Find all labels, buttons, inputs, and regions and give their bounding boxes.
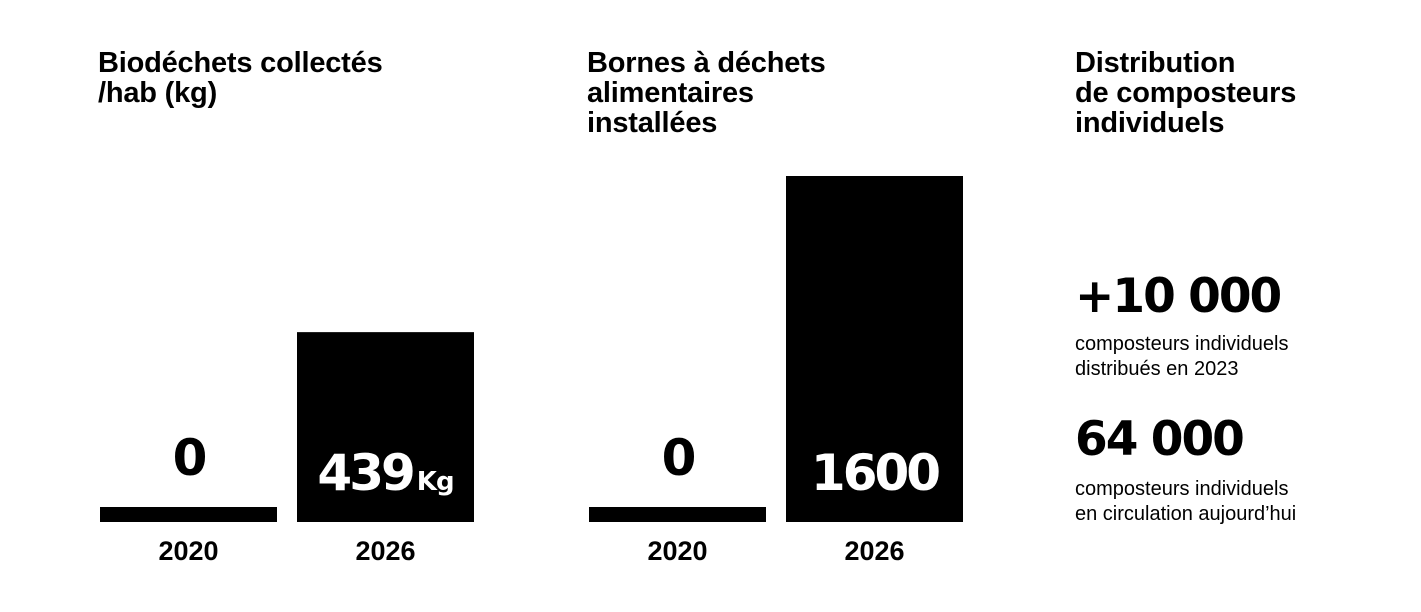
- chart-title-line: Bornes à déchets: [587, 47, 826, 79]
- biodechets-bar-chart: 0 2020 439 Kg 2026: [100, 332, 474, 566]
- stat-value-distributed: +10 000: [1075, 269, 1282, 324]
- bar-value-label: 1600: [811, 444, 939, 502]
- bar-2020: [589, 507, 766, 522]
- stat-description-line: distribués en 2023: [1075, 358, 1239, 380]
- stat-description-line: composteurs individuels: [1075, 333, 1289, 355]
- chart-title-line: /hab (kg): [98, 77, 218, 109]
- chart-title-line: installées: [587, 107, 718, 139]
- bar-2020: [100, 507, 277, 522]
- distribution-title-line: Distribution: [1075, 47, 1236, 79]
- distribution-title-line: de composteurs: [1075, 77, 1297, 109]
- bar-value-number: 439: [317, 444, 413, 502]
- x-tick-label-2026: 2026: [844, 536, 904, 566]
- distribution-title-line: individuels: [1075, 107, 1225, 139]
- bar-value-number: 1600: [811, 444, 939, 502]
- bar-value-unit: Kg: [417, 467, 454, 497]
- bar-value-label: 0: [662, 429, 695, 487]
- distribution-title: Distribution de composteurs individuels: [1075, 48, 1296, 138]
- stat-value-in-circulation: 64 000: [1075, 412, 1245, 467]
- chart-title-line: alimentaires: [587, 77, 754, 109]
- chart-title-biodechets: Biodéchets collectés /hab (kg): [98, 48, 383, 108]
- stat-description-line: composteurs individuels: [1075, 478, 1289, 500]
- stat-description-in-circulation: composteurs individuels en circulation a…: [1075, 477, 1296, 527]
- x-tick-label-2020: 2020: [158, 536, 218, 566]
- bar-value-number: 0: [662, 429, 695, 487]
- x-tick-label-2026: 2026: [355, 536, 415, 566]
- bar-value-label: 439 Kg: [317, 444, 453, 502]
- x-tick-label-2020: 2020: [647, 536, 707, 566]
- bar-2026: [786, 176, 963, 522]
- bar-value-label: 0: [173, 429, 206, 487]
- chart-title-line: Biodéchets collectés: [98, 47, 383, 79]
- chart-title-bornes: Bornes à déchets alimentaires installées: [587, 48, 826, 138]
- stat-description-distributed: composteurs individuels distribués en 20…: [1075, 332, 1288, 382]
- bornes-bar-chart: 0 2020 1600 2026: [589, 176, 963, 566]
- stat-description-line: en circulation aujourd’hui: [1075, 503, 1297, 525]
- bar-value-number: 0: [173, 429, 206, 487]
- bar-2026: [297, 332, 474, 522]
